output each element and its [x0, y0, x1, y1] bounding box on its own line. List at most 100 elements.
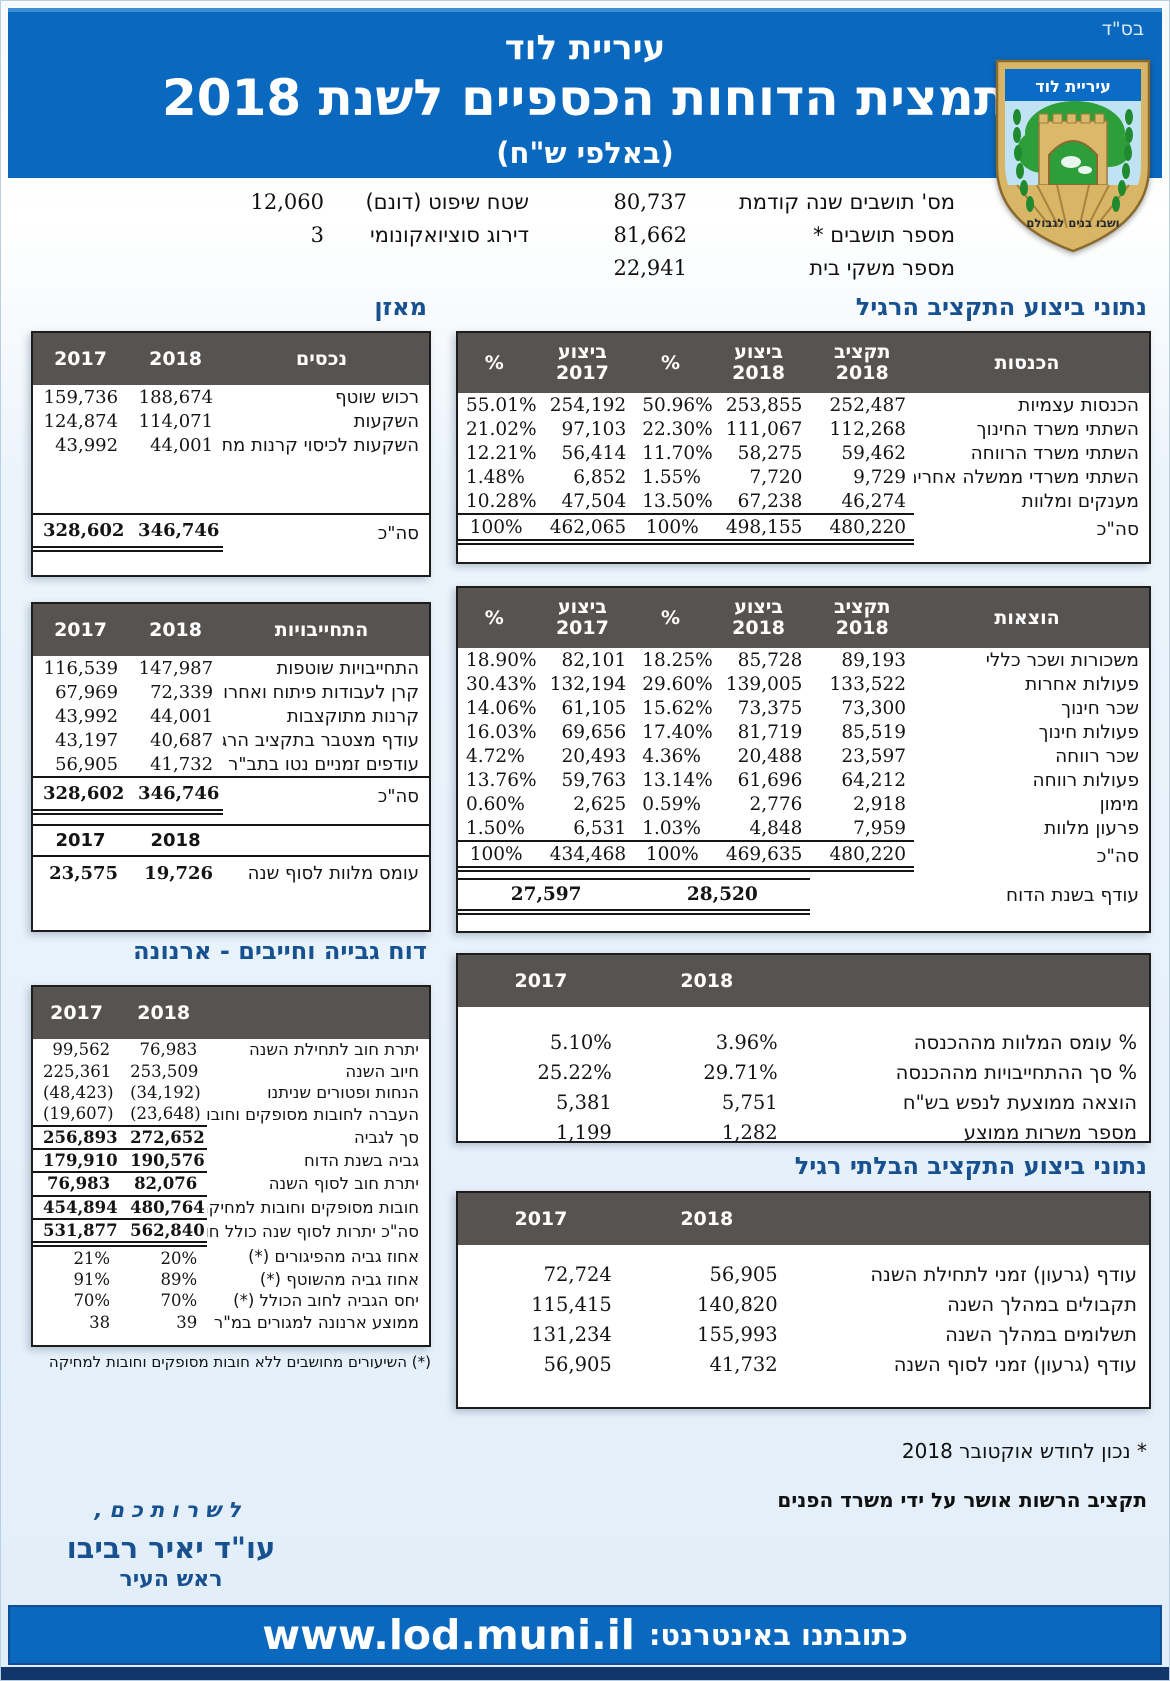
row-value: 124,874 [43, 410, 119, 432]
row-label: העברה לחובות מסופקים וחובות למחיקה [207, 1104, 419, 1124]
note-budget-approved: תקציב הרשות אושר על ידי משרד הפנים [777, 1488, 1147, 1512]
row-value: 139,005 [725, 673, 803, 695]
col-header-2017: 2017 [458, 955, 624, 1007]
row-label: סה"כ יתרות לסוף שנה כולל חובות [207, 1222, 419, 1242]
row-value: 56,905 [543, 1352, 612, 1376]
row-label: % סך ההתחייבויות מההכנסה [895, 1060, 1137, 1084]
row-label: אחוז גביה מהשוטף (*) [259, 1269, 419, 1289]
row-value: 256,893 [33, 1125, 121, 1150]
table-row: פעולות רווחה 64,212 61,696 13.14% 59,763 13.7… [458, 768, 1149, 792]
stat-row: מספר תושבים * 81,662 [592, 223, 955, 256]
row-value: 59,462 [841, 442, 907, 464]
table-row: השתתי משרד הרווחה 59,462 58,275 11.70% 56,41… [458, 441, 1149, 465]
website-url: www.lod.muni.il [262, 1611, 635, 1659]
row-value: 73,300 [841, 697, 907, 719]
row-value: 70% [160, 1291, 198, 1311]
row-label: יתרת חוב לתחילת השנה [248, 1040, 419, 1060]
row-label: חיוב השנה [345, 1061, 419, 1081]
row-value: 44,001 [150, 705, 214, 727]
row-value: 1,282 [721, 1120, 778, 1144]
table-row: התחייבויות שוטפות 147,987 116,539 [33, 656, 429, 680]
row-value: 253,855 [725, 394, 803, 416]
row-value: 9,729 [853, 466, 907, 488]
row-value: (34,192) [130, 1082, 201, 1102]
table-row: עודף (גרעון) זמני לתחילת השנה 56,905 72,72… [458, 1259, 1149, 1289]
row-value: 272,652 [120, 1125, 208, 1150]
col-header-2018: 2018 [623, 1193, 790, 1245]
stat-value: 3 [310, 223, 324, 247]
row-value: 20,488 [737, 745, 803, 767]
row-value: 100% [458, 840, 531, 872]
table-row: % עומס המלוות מההכנסה 3.96% 5.10% [458, 1027, 1149, 1057]
row-value: 140,820 [697, 1292, 778, 1316]
row-label: סך לגביה [353, 1127, 419, 1147]
table-row: פעולות אחרות 133,522 139,005 29.60% 132,194 3… [458, 672, 1149, 696]
row-value: 6,531 [573, 817, 627, 839]
row-value: 155,993 [697, 1322, 778, 1346]
row-value: 254,192 [549, 394, 627, 416]
table-row: חיוב השנה 253,509 225,361 [33, 1060, 429, 1081]
mayor-name: עו"ד יאיר רביבו [66, 1531, 276, 1565]
income-table: הכנסות תקציב 2018 ביצוע 2018 % ביצוע 201… [456, 331, 1151, 564]
col-header-2017: 2017 [33, 824, 129, 857]
row-value: 43,197 [55, 729, 119, 751]
row-value: 346,746 [128, 513, 224, 552]
page-title: תמצית הדוחות הכספיים לשנת 2018 [161, 69, 1008, 127]
table-row: פרעון מלוות 7,959 4,848 1.03% 6,531 1.50% [458, 816, 1149, 841]
row-label: עודף (גרעון) זמני לתחילת השנה [870, 1262, 1137, 1286]
row-label: השתתי משרדי ממשלה אחרים [914, 466, 1139, 488]
stat-row: שטח שיפוט (דונם) 12,060 [229, 190, 529, 223]
row-value: 480,220 [810, 840, 915, 872]
table-row: יתרת חוב לתחילת השנה 76,983 99,562 [33, 1039, 429, 1060]
stat-label: מספר תושבים * [813, 223, 955, 247]
stat-value: 80,737 [613, 190, 687, 214]
table-row: שכר חינוך 73,300 73,375 15.62% 61,105 14.06% [458, 696, 1149, 720]
branch-leaves-icon [1013, 109, 1133, 212]
row-label: ממוצע ארנונה למגורים במ"ר [213, 1312, 419, 1332]
row-value: 5,751 [721, 1090, 778, 1114]
row-value: 10.28% [466, 490, 537, 512]
row-value: 81,719 [737, 721, 803, 743]
row-label: סה"כ [223, 776, 429, 812]
row-value: 14.06% [466, 697, 537, 719]
row-value: (48,423) [43, 1082, 114, 1102]
area-stats: שטח שיפוט (דונם) 12,060 דירוג סוציואקונו… [229, 190, 529, 256]
row-value: 434,468 [530, 840, 635, 872]
row-value: 56,905 [709, 1262, 778, 1286]
surplus-row: עודף בשנת הדוח 28,520 27,597 [458, 878, 1149, 915]
col-header: תקציב 2018 [810, 333, 915, 393]
row-value: 133,522 [829, 673, 907, 695]
loans-years-row: 2018 2017 [33, 824, 429, 857]
row-value: 562,840 [120, 1219, 208, 1248]
emblem-city-name: עיריית לוד [1035, 77, 1111, 96]
row-value: 4,848 [749, 817, 803, 839]
row-value: 13.14% [642, 769, 713, 791]
row-label: שכר חינוך [1061, 697, 1139, 719]
row-label: עומס מלוות לסוף שנה [247, 863, 419, 884]
table-row: סה"כ יתרות לסוף שנה כולל חובות562,840531… [33, 1219, 429, 1248]
row-value: 1.03% [642, 817, 701, 839]
row-value: 69,656 [561, 721, 627, 743]
table-row: מספר משרות ממוצע 1,282 1,199 [458, 1117, 1149, 1147]
table-row: העברה לחובות מסופקים וחובות למחיקה(23,64… [33, 1103, 429, 1127]
row-value: 41,732 [150, 753, 214, 775]
row-value: 17.40% [642, 721, 713, 743]
row-label: סה"כ [1096, 519, 1139, 541]
row-value: 43,992 [55, 434, 119, 456]
row-value: 454,894 [33, 1195, 121, 1221]
row-value: 531,877 [33, 1219, 121, 1248]
col-header: ביצוע 2017 [530, 333, 635, 393]
row-value: 50.96% [642, 394, 713, 416]
assets-header-label: נכסים [223, 333, 429, 385]
row-label: התחייבויות שוטפות [276, 657, 420, 679]
row-value: 1.50% [466, 817, 525, 839]
stat-row: מס' תושבים שנה קודמת 80,737 [592, 190, 955, 223]
col-header-2018: 2018 [120, 987, 208, 1039]
row-value: 4.72% [466, 745, 525, 767]
row-value: (19,607) [33, 1103, 121, 1127]
assets-total-row: סה"כ 346,746 328,602 [33, 513, 429, 552]
stat-label: מס' תושבים שנה קודמת [738, 190, 955, 214]
row-label: אחוז גביה מהפיגורים (*) [248, 1247, 419, 1267]
stat-label: דירוג סוציואקונומי [369, 223, 529, 247]
